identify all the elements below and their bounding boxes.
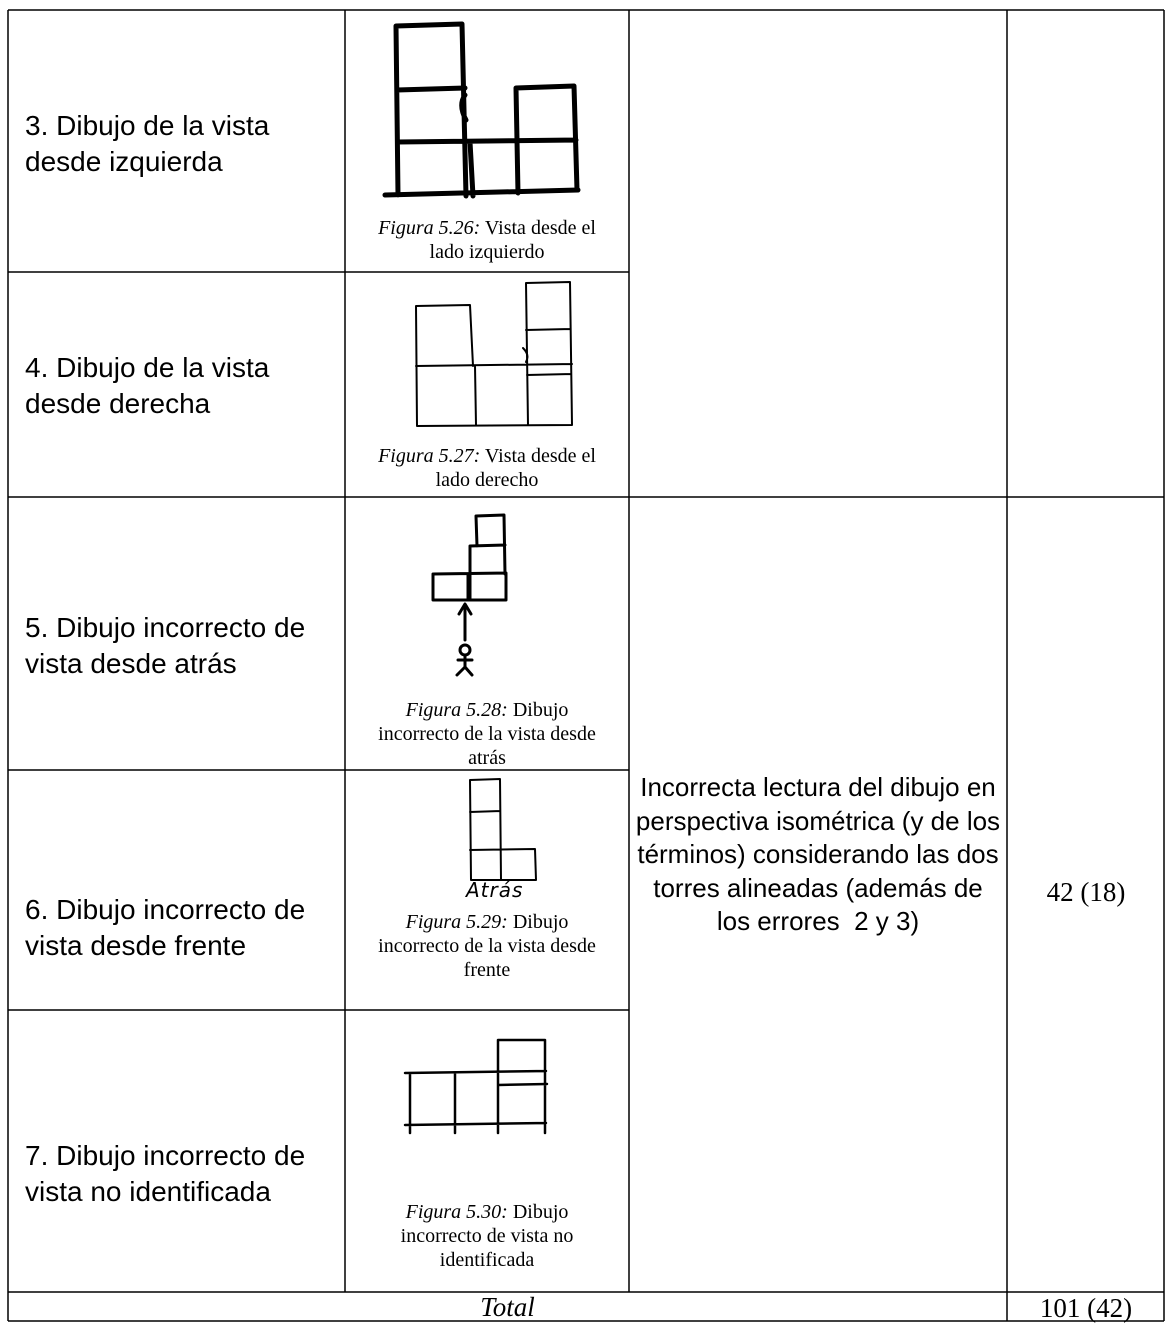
sketch	[415, 281, 573, 427]
row-label: 3. Dibujo de la vista desde izquierda	[25, 110, 270, 177]
figure-number: Figura 5.26:	[378, 217, 481, 239]
total-value: 101 (42)	[1039, 1293, 1133, 1323]
sketch-text: Atrás	[466, 878, 524, 902]
merged-count: 42 (18)	[1046, 877, 1126, 907]
grid-lines	[7, 9, 1165, 1322]
figure-caption: Figura 5.28: Dibujo incorrecto de la vis…	[372, 698, 602, 770]
figure-number: Figura 5.28:	[405, 699, 508, 721]
figure-number: Figura 5.27:	[378, 445, 481, 467]
sketch	[431, 513, 508, 677]
caption-text: Vista desde el lado izquierdo	[429, 217, 596, 263]
sketch	[382, 21, 581, 199]
row-label: 7. Dibujo incorrecto de vista no identif…	[25, 1140, 306, 1207]
caption-text: Dibujo incorrecto de la vista desde atrá…	[378, 699, 596, 769]
caption-text: Dibujo incorrecto de la vista desde fren…	[378, 911, 596, 981]
figure-caption: Figura 5.30: Dibujo incorrecto de vista …	[372, 1200, 602, 1272]
caption-text: Dibujo incorrecto de vista no identifica…	[400, 1201, 574, 1271]
sketch	[403, 1038, 549, 1135]
figure-caption: Figura 5.29: Dibujo incorrecto de la vis…	[372, 910, 602, 982]
figure-number: Figura 5.30:	[405, 1201, 508, 1223]
row-label: 5. Dibujo incorrecto de vista desde atrá…	[25, 612, 306, 679]
merged-description: Incorrecta lectura del dibujo en perspec…	[635, 772, 1008, 936]
caption-text: Vista desde el lado derecho	[435, 445, 596, 491]
sketch	[469, 778, 537, 881]
row-label: 6. Dibujo incorrecto de vista desde fren…	[25, 894, 306, 961]
row-label: 4. Dibujo de la vista desde derecha	[25, 352, 270, 419]
figure-caption: Figura 5.26: Vista desde el lado izquier…	[372, 216, 602, 264]
figure-number: Figura 5.29:	[405, 911, 508, 933]
figure-caption: Figura 5.27: Vista desde el lado derecho	[372, 444, 602, 492]
total-label: Total	[480, 1292, 535, 1322]
